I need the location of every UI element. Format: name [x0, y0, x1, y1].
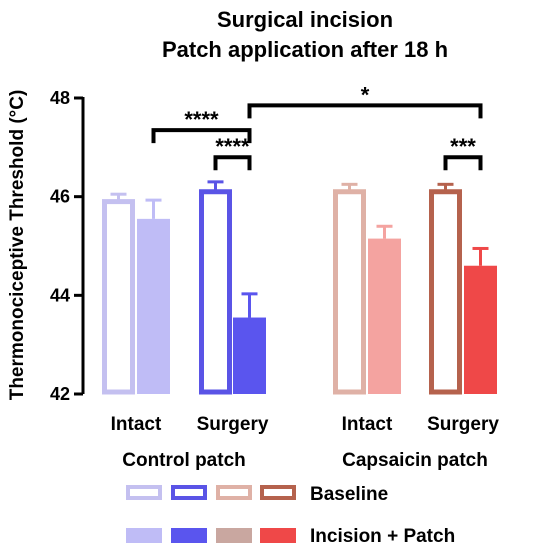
- y-axis-label: Thermonociceptive Threshold (°C): [7, 90, 28, 401]
- bar-baseline: [333, 189, 366, 395]
- legend-swatch-baseline: [126, 485, 162, 500]
- legend-swatch-incision-patch: [171, 528, 207, 543]
- significance-brackets: ************: [151, 82, 483, 171]
- y-tick-label: 42: [50, 384, 70, 404]
- bar-incision-patch: [137, 218, 170, 394]
- significance-bracket: [151, 128, 252, 144]
- significance-label: ****: [215, 134, 250, 159]
- legend: Baseline Incision + Patch: [126, 484, 455, 547]
- chart-title: Surgical incision: [217, 7, 393, 32]
- significance-label: ****: [184, 107, 219, 132]
- y-tick-label: 44: [50, 285, 70, 305]
- significance-bracket: [247, 103, 483, 119]
- legend-swatch-baseline: [171, 485, 207, 500]
- chart-subtitle: Patch application after 18 h: [162, 37, 448, 62]
- category-labels: Intact Surgery Intact Surgery Control patch C…: [111, 414, 500, 471]
- category-label: Surgery: [197, 414, 269, 435]
- group-label: Capsaicin patch: [342, 450, 488, 471]
- y-tick-label: 48: [50, 88, 70, 108]
- category-label: Intact: [342, 414, 393, 435]
- bar-baseline: [102, 199, 135, 395]
- bar-incision-patch: [464, 265, 497, 394]
- legend-label-incision-patch: Incision + Patch: [310, 526, 455, 547]
- significance-bracket: [443, 155, 483, 171]
- significance-bracket: [213, 155, 252, 171]
- bar-incision-patch: [233, 317, 266, 394]
- y-tick-label: 46: [50, 187, 70, 207]
- category-label: Intact: [111, 414, 162, 435]
- significance-label: ***: [450, 134, 476, 159]
- legend-swatch-baseline: [216, 485, 252, 500]
- legend-swatch-incision-patch: [126, 528, 162, 543]
- legend-label-baseline: Baseline: [310, 484, 388, 505]
- bars: [102, 180, 497, 395]
- legend-swatch-incision-patch: [260, 528, 296, 543]
- legend-swatch-incision-patch: [216, 528, 252, 543]
- legend-swatch-baseline: [260, 485, 296, 500]
- axes: 42 44 46 48: [50, 88, 85, 404]
- category-label: Surgery: [427, 414, 499, 435]
- significance-label: *: [361, 82, 370, 107]
- bar-baseline: [199, 189, 232, 395]
- group-label: Control patch: [122, 450, 246, 471]
- bar-incision-patch: [368, 238, 401, 394]
- bar-baseline: [429, 189, 462, 395]
